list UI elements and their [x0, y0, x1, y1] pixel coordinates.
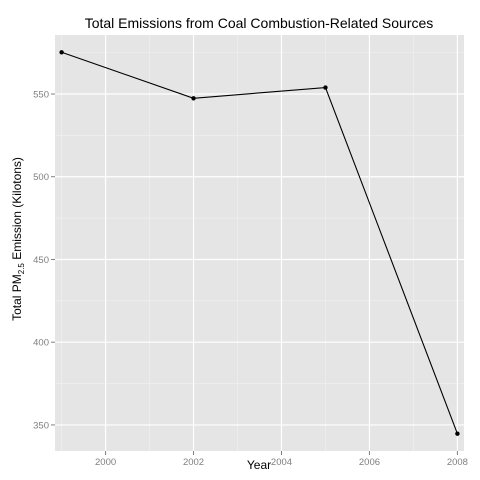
x-tick-label: 2004	[271, 457, 292, 468]
y-axis-title-suffix: Emission (Kilotons)	[10, 157, 24, 263]
y-tick-label: 350	[33, 420, 49, 431]
major-gridlines	[55, 35, 464, 451]
y-tick-label: 400	[33, 338, 49, 349]
x-tick-labels: 2000 2002 2004 2006 2008	[95, 457, 468, 468]
x-tick-label: 2008	[447, 457, 468, 468]
y-tick-labels: 350 400 450 500 550	[33, 89, 49, 431]
series-layer	[59, 50, 460, 436]
y-axis-title-subscript: 2.5	[17, 263, 26, 275]
y-tick-label: 450	[33, 255, 49, 266]
series-line	[61, 51, 458, 434]
data-point	[323, 85, 328, 90]
data-point	[455, 431, 460, 436]
data-point	[59, 50, 64, 55]
y-axis-title: Total PM2.5 Emission (Kilotons)	[10, 157, 26, 321]
minor-gridlines	[55, 35, 464, 451]
axis-ticks	[51, 93, 458, 455]
y-tick-label: 550	[33, 89, 49, 100]
data-point	[191, 96, 196, 101]
x-tick-label: 2002	[183, 457, 204, 468]
chart-title: Total Emissions from Coal Combustion-Rel…	[85, 15, 434, 31]
y-tick-label: 500	[33, 172, 49, 183]
x-tick-label: 2006	[359, 457, 380, 468]
plot-panel	[55, 35, 464, 451]
x-tick-label: 2000	[95, 457, 116, 468]
y-axis-title-prefix: Total PM	[10, 274, 24, 321]
x-axis-title: Year	[247, 458, 271, 472]
